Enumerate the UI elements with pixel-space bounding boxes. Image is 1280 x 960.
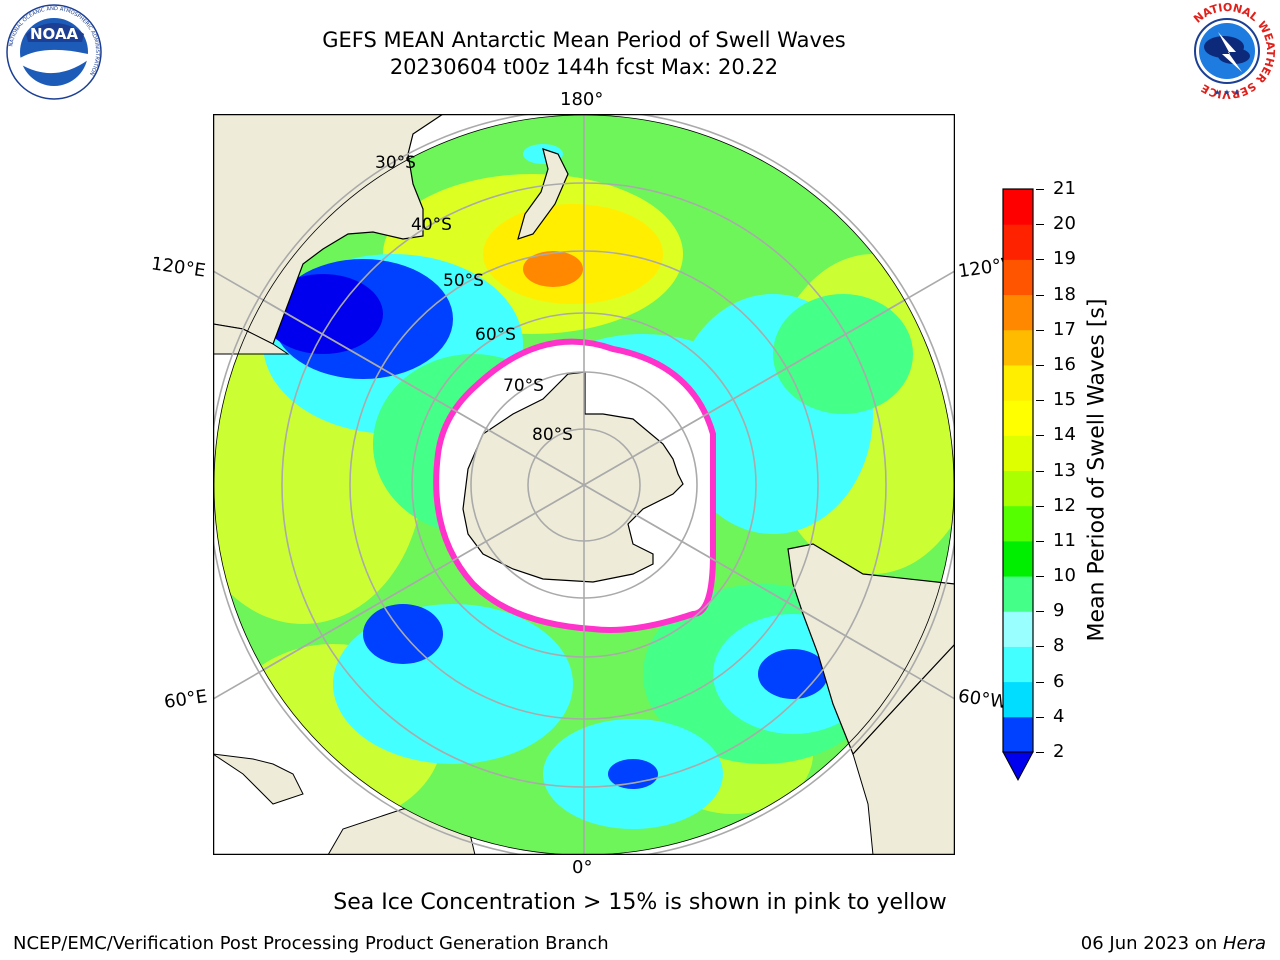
lon-label-0: 0° (572, 857, 593, 878)
colorbar-segment (1003, 259, 1033, 296)
colorbar-tick-label: 19 (1053, 248, 1076, 270)
colorbar-tick-mark (1036, 294, 1044, 296)
australia-landmass (213, 114, 445, 345)
colorbar-tick-label: 10 (1053, 565, 1076, 587)
sea-ice-note: Sea Ice Concentration > 15% is shown in … (0, 890, 1280, 915)
colorbar-segment (1003, 611, 1033, 647)
lat-label-50s: 50°S (443, 271, 484, 291)
colorbar-tick-mark (1036, 681, 1044, 683)
colorbar-tick-mark (1036, 752, 1044, 753)
colorbar-tick-label: 20 (1053, 213, 1076, 235)
colorbar-tick-label: 17 (1053, 318, 1076, 340)
colorbar-tick-label: 8 (1053, 635, 1065, 657)
colorbar-segment (1003, 576, 1033, 612)
colorbar-segment (1003, 716, 1033, 753)
svg-text:★ ★ ★: ★ ★ ★ (1214, 88, 1241, 97)
colorbar-tick-mark (1036, 470, 1044, 472)
colorbar-under-arrow (1002, 751, 1034, 782)
colorbar-tick-label: 16 (1053, 353, 1076, 375)
colorbar-tick-mark (1036, 505, 1044, 507)
colorbar-tick-label: 2 (1053, 741, 1065, 762)
colorbar-tick-label: 21 (1053, 178, 1076, 199)
colorbar-segment (1003, 470, 1033, 507)
footer-date: 06 Jun 2023 on Hera (1081, 933, 1266, 954)
colorbar-tick-label: 15 (1053, 389, 1076, 411)
noaa-logo: NOAA NATIONAL OCEANIC AND ATMOSPHERIC AD… (6, 4, 102, 100)
colorbar-tick-mark (1036, 329, 1044, 331)
colorbar-tick-mark (1036, 716, 1044, 718)
colorbar-tick-mark (1036, 189, 1044, 190)
sea-ice-note-text: Sea Ice Concentration > 15% is shown in … (333, 890, 947, 915)
colorbar-tick-label: 6 (1053, 670, 1065, 692)
new-zealand-landmass (517, 148, 569, 240)
colorbar-tick-mark (1036, 435, 1044, 437)
graticule (213, 114, 955, 855)
colorbar-label: Mean Period of Swell Waves [s] (1084, 298, 1110, 642)
footer-branch: NCEP/EMC/Verification Post Processing Pr… (13, 933, 609, 954)
lat-label-70s: 70°S (503, 376, 544, 396)
colorbar-tick-mark (1036, 400, 1044, 402)
lon-label-120e: 120°E (149, 253, 207, 282)
colorbar-tick-label: 11 (1053, 529, 1076, 551)
colorbar-segment (1003, 364, 1033, 401)
map-frame (213, 114, 955, 855)
colorbar-segment (1003, 329, 1033, 366)
south-america-landmass (787, 543, 955, 756)
colorbar-tick-mark (1036, 611, 1044, 613)
chart-title: GEFS MEAN Antarctic Mean Period of Swell… (322, 28, 846, 52)
colorbar-segment (1003, 294, 1033, 331)
colorbar-tick-mark (1036, 259, 1044, 261)
chart-subtitle: 20230604 t00z 144h fcst Max: 20.22 (389, 55, 779, 79)
lat-label-60s: 60°S (475, 325, 516, 345)
colorbar-segment (1003, 189, 1033, 225)
lat-label-30s: 30°S (375, 153, 416, 173)
lat-label-80s: 80°S (532, 425, 573, 445)
colorbar-segment (1003, 681, 1033, 718)
colorbar-tick-label: 14 (1053, 424, 1076, 446)
lon-label-60e: 60°E (162, 686, 209, 713)
colorbar-tick-label: 9 (1053, 600, 1065, 622)
footer-host: Hera (1222, 933, 1266, 954)
lat-label-40s: 40°S (411, 215, 452, 235)
colorbar-tick-label: 18 (1053, 283, 1076, 305)
colorbar-tick-label: 13 (1053, 459, 1076, 481)
colorbar (1002, 188, 1034, 782)
colorbar-tick-mark (1036, 224, 1044, 226)
colorbar-tick-label: 4 (1053, 705, 1065, 727)
svg-text:NOAA: NOAA (30, 25, 79, 43)
colorbar-tick-label: 12 (1053, 494, 1076, 516)
polar-map: 30°S 40°S 50°S 60°S 70°S 80°S (213, 114, 955, 855)
nws-logo: NATIONAL WEATHER SERVICE ★ ★ ★ (1179, 2, 1277, 100)
colorbar-segment (1003, 505, 1033, 542)
colorbar-tick-mark (1036, 576, 1044, 578)
colorbar-segment (1003, 224, 1033, 260)
colorbar-segment (1003, 435, 1033, 471)
colorbar-tick-mark (1036, 540, 1044, 542)
colorbar-tick-mark (1036, 364, 1044, 366)
lon-label-180: 180° (560, 89, 604, 110)
colorbar-segment (1003, 646, 1033, 683)
footer-date-text: 06 Jun 2023 on (1080, 933, 1223, 954)
colorbar-segment (1003, 400, 1033, 436)
colorbar-segment (1003, 540, 1033, 577)
colorbar-tick-mark (1036, 646, 1044, 648)
